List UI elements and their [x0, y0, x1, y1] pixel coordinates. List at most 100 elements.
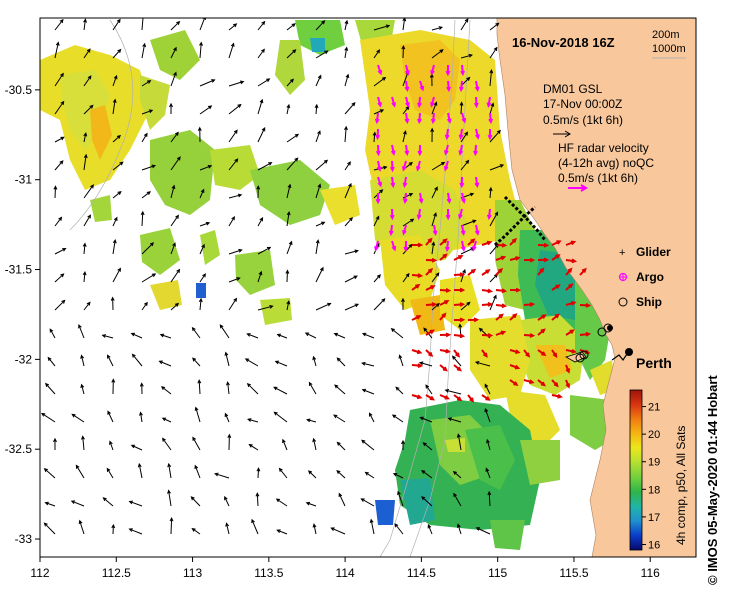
current-arrow: [389, 208, 395, 221]
current-arrow: [141, 132, 148, 143]
current-arrow: [194, 464, 201, 479]
current-arrow: [364, 471, 375, 479]
current-arrow: [194, 406, 201, 423]
current-arrow: [485, 467, 491, 479]
model-current-arrows: [40, 18, 505, 535]
depth-legend-1000m: 1000m: [652, 43, 686, 55]
current-arrow: [459, 101, 464, 115]
current-arrow: [170, 302, 180, 311]
current-arrow: [47, 356, 56, 367]
current-arrow: [274, 360, 288, 367]
current-arrow: [487, 490, 492, 507]
current-arrow: [170, 71, 177, 87]
current-arrow: [224, 351, 230, 367]
legend-ship: Ship: [636, 295, 662, 309]
current-arrow: [523, 379, 535, 384]
current-arrow: [565, 364, 570, 374]
current-arrow: [286, 183, 292, 199]
current-arrow: [431, 26, 444, 31]
current-arrow: [460, 240, 466, 252]
current-arrow: [402, 272, 410, 283]
current-arrow: [83, 153, 88, 171]
current-arrow: [372, 131, 377, 143]
current-arrow: [344, 182, 352, 199]
current-arrow: [509, 349, 521, 354]
current-arrow: [336, 441, 346, 451]
current-arrow: [225, 522, 230, 535]
current-arrow: [388, 224, 394, 237]
current-arrow: [198, 297, 203, 311]
ship-symbol: [618, 297, 628, 307]
current-arrow: [305, 501, 317, 507]
current-arrow: [112, 161, 124, 171]
current-arrow: [431, 212, 437, 227]
current-arrow: [551, 240, 562, 246]
current-arrow: [402, 218, 415, 227]
hf-radar-scale: 0.5m/s (1kt 6h): [558, 171, 638, 185]
current-arrow: [402, 176, 408, 189]
current-arrow: [425, 237, 433, 246]
x-tick-label: 114: [336, 566, 355, 580]
current-arrow: [54, 273, 65, 283]
current-arrow: [551, 284, 561, 291]
current-arrow: [488, 186, 493, 199]
current-arrow: [228, 23, 238, 31]
current-arrow: [509, 313, 518, 321]
current-arrow: [197, 126, 202, 143]
current-arrow: [374, 240, 379, 252]
current-arrow: [377, 96, 382, 108]
current-arrow: [565, 258, 578, 264]
current-arrow: [460, 224, 466, 236]
current-arrow: [458, 144, 464, 156]
current-arrow: [460, 159, 470, 171]
hf-radar-scale-arrow: [568, 184, 588, 192]
current-arrow: [190, 496, 201, 507]
sst-patches: [40, 20, 395, 325]
current-arrow: [53, 437, 57, 451]
y-tick-label: -32: [15, 352, 33, 366]
current-arrow: [228, 42, 235, 59]
current-arrow: [54, 72, 64, 87]
current-arrow: [308, 381, 317, 395]
current-arrow: [373, 215, 380, 227]
current-arrow: [495, 242, 508, 248]
x-tick-label: 115: [488, 566, 507, 580]
current-arrow: [112, 267, 121, 283]
current-arrow: [247, 418, 259, 423]
y-tick-label: -30.5: [5, 83, 33, 97]
current-arrow: [417, 144, 423, 157]
current-arrow: [102, 497, 114, 507]
hf-radar-label: HF radar velocity: [558, 141, 649, 155]
current-arrow: [199, 164, 213, 171]
current-arrow: [361, 361, 375, 367]
current-arrow: [373, 76, 387, 87]
current-arrow: [489, 211, 499, 227]
current-arrow: [257, 48, 265, 59]
current-arrow: [481, 288, 494, 294]
current-arrow: [452, 470, 462, 479]
current-arrow: [460, 64, 465, 77]
current-arrow: [565, 300, 577, 306]
current-arrow: [286, 300, 291, 311]
current-arrow: [112, 190, 122, 199]
land-western-australia: [496, 18, 696, 557]
current-arrow: [537, 328, 546, 336]
current-arrow: [141, 109, 154, 115]
y-tick-label: -32.5: [5, 442, 33, 456]
current-arrow: [565, 283, 574, 291]
current-arrow: [219, 324, 230, 339]
current-arrow: [312, 523, 317, 535]
current-arrow: [275, 498, 288, 507]
current-arrow: [432, 224, 438, 236]
current-arrow: [197, 379, 202, 395]
current-arrow: [112, 216, 118, 227]
current-arrow: [43, 522, 56, 535]
current-arrow: [401, 45, 406, 59]
current-arrow: [551, 254, 561, 261]
current-arrow: [192, 357, 201, 367]
current-arrow: [170, 268, 181, 283]
current-arrow: [565, 379, 570, 389]
current-arrow: [257, 162, 273, 171]
current-arrow: [43, 468, 56, 479]
current-arrow: [474, 224, 480, 236]
